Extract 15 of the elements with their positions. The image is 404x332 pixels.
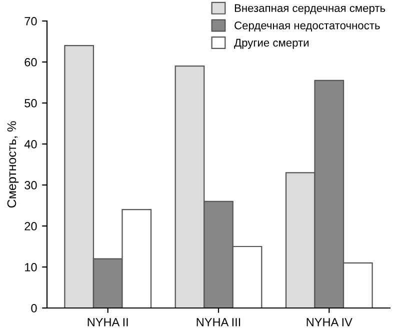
y-tick-label: 0 <box>31 304 37 312</box>
legend-label: Сердечная недостаточность <box>234 21 380 32</box>
y-axis-title: Смертность, % <box>7 121 19 208</box>
y-tick-label: 50 <box>24 99 37 108</box>
y-tick-label: 40 <box>24 140 37 148</box>
legend-label: Другие смерти <box>234 38 309 49</box>
x-tick-label: NYHA III <box>196 318 240 326</box>
y-tick-label: 20 <box>24 222 37 230</box>
y-tick-label: 70 <box>24 17 37 26</box>
y-tick-label: 30 <box>24 181 37 190</box>
y-tick-label: 60 <box>24 58 37 66</box>
x-tick-label: NYHA IV <box>306 318 352 326</box>
x-tick-label: NYHA II <box>88 318 128 326</box>
legend-label: Внезапная сердечная смерть <box>234 4 386 14</box>
y-tick-label: 10 <box>25 263 37 272</box>
